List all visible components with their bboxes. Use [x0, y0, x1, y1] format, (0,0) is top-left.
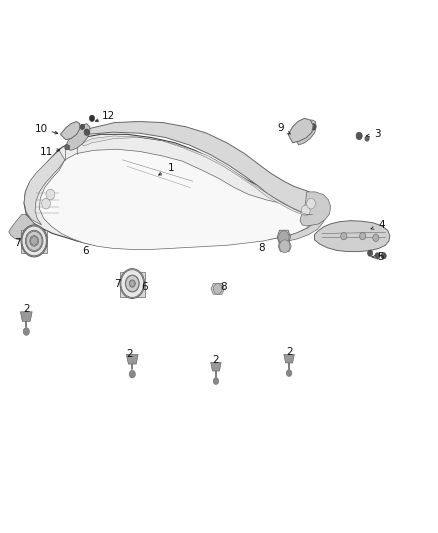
Circle shape	[279, 231, 289, 244]
Text: 7: 7	[14, 238, 21, 247]
Text: 6: 6	[82, 246, 89, 255]
Polygon shape	[126, 354, 138, 364]
Circle shape	[341, 232, 347, 240]
Circle shape	[301, 205, 310, 216]
Polygon shape	[21, 230, 47, 253]
Circle shape	[367, 250, 373, 256]
Circle shape	[286, 370, 292, 376]
Circle shape	[360, 232, 366, 240]
Circle shape	[25, 230, 43, 252]
Circle shape	[213, 284, 222, 294]
Polygon shape	[288, 201, 325, 241]
Text: 9: 9	[277, 123, 284, 133]
Polygon shape	[284, 354, 294, 363]
Circle shape	[120, 269, 145, 298]
Text: 11: 11	[39, 147, 53, 157]
Circle shape	[311, 124, 316, 130]
Polygon shape	[120, 272, 145, 297]
Circle shape	[22, 226, 46, 256]
Polygon shape	[20, 312, 32, 321]
Circle shape	[121, 270, 144, 297]
Polygon shape	[77, 122, 322, 214]
Text: 6: 6	[141, 282, 148, 292]
Polygon shape	[39, 149, 314, 249]
Text: 7: 7	[114, 279, 121, 288]
Polygon shape	[24, 150, 65, 225]
Circle shape	[23, 328, 29, 335]
Polygon shape	[211, 362, 221, 371]
Circle shape	[129, 280, 135, 287]
Polygon shape	[24, 134, 324, 248]
Polygon shape	[81, 136, 313, 215]
Circle shape	[46, 189, 55, 200]
Circle shape	[381, 253, 386, 259]
Circle shape	[373, 234, 379, 241]
Circle shape	[356, 132, 362, 140]
Circle shape	[42, 198, 50, 209]
Text: 2: 2	[23, 304, 30, 314]
Polygon shape	[60, 122, 80, 140]
Text: 8: 8	[220, 282, 227, 292]
Polygon shape	[294, 120, 316, 145]
Polygon shape	[300, 192, 331, 226]
Text: 2: 2	[286, 347, 293, 357]
Text: 2: 2	[126, 350, 133, 359]
Text: 5: 5	[377, 252, 384, 262]
Circle shape	[365, 136, 369, 141]
Circle shape	[26, 231, 42, 251]
Circle shape	[307, 198, 315, 209]
Polygon shape	[278, 241, 291, 252]
Polygon shape	[65, 124, 90, 150]
Circle shape	[125, 275, 139, 292]
Text: 3: 3	[374, 130, 381, 139]
Circle shape	[126, 276, 139, 292]
Circle shape	[31, 237, 38, 245]
Circle shape	[129, 370, 135, 378]
Text: 12: 12	[102, 111, 115, 121]
Polygon shape	[211, 284, 224, 294]
Circle shape	[130, 280, 135, 287]
Text: 1: 1	[167, 163, 174, 173]
Text: 10: 10	[35, 124, 48, 134]
Polygon shape	[288, 118, 313, 143]
Polygon shape	[277, 230, 290, 244]
Circle shape	[84, 129, 89, 135]
Text: 8: 8	[258, 243, 265, 253]
Circle shape	[30, 236, 39, 246]
Circle shape	[65, 144, 69, 150]
Polygon shape	[65, 145, 69, 149]
Circle shape	[279, 240, 290, 253]
Circle shape	[21, 225, 47, 257]
Circle shape	[213, 378, 219, 384]
Text: 4: 4	[378, 220, 385, 230]
Circle shape	[89, 115, 95, 122]
Polygon shape	[314, 221, 390, 252]
Polygon shape	[9, 214, 39, 241]
Circle shape	[80, 124, 85, 130]
Circle shape	[375, 253, 380, 259]
Text: 2: 2	[212, 355, 219, 365]
